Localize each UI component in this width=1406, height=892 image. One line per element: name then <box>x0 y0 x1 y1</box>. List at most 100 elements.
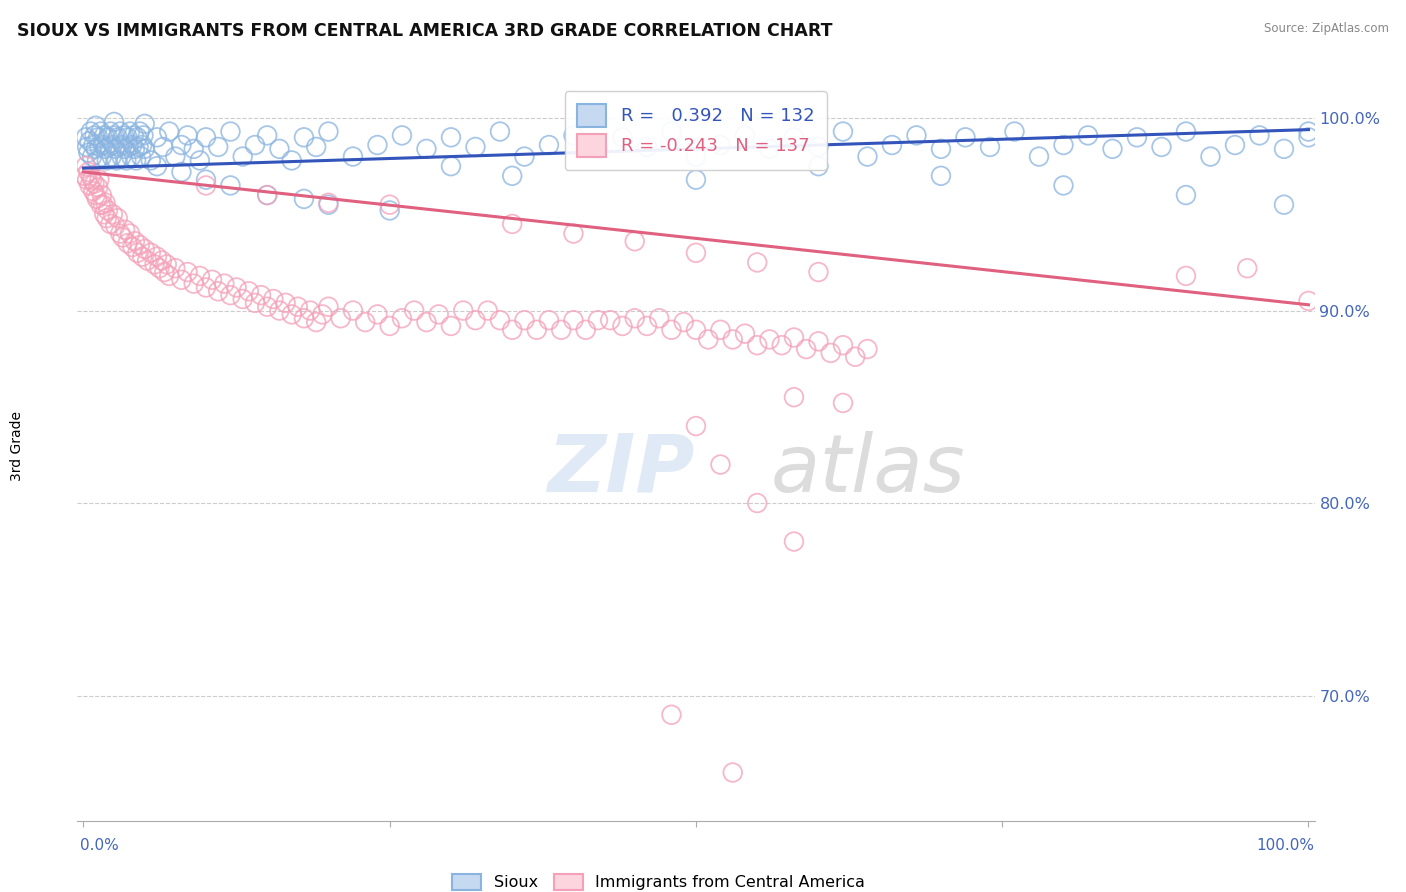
Point <box>1236 261 1258 276</box>
Point <box>929 169 952 183</box>
Point <box>1298 124 1320 138</box>
Point <box>721 333 744 347</box>
Point <box>1004 124 1026 138</box>
Point <box>537 138 560 153</box>
Point <box>292 130 315 145</box>
Point <box>1272 197 1295 211</box>
Point <box>1249 128 1271 143</box>
Point <box>96 153 118 168</box>
Point <box>134 117 156 131</box>
Point <box>129 150 152 164</box>
Point <box>661 124 683 138</box>
Point <box>440 159 463 173</box>
Point <box>77 145 100 160</box>
Point <box>378 197 401 211</box>
Point <box>734 326 756 341</box>
Point <box>238 285 260 299</box>
Point <box>685 323 707 337</box>
Point <box>232 150 254 164</box>
Point <box>107 211 129 226</box>
Point <box>832 338 855 352</box>
Point <box>73 169 96 183</box>
Point <box>170 273 193 287</box>
Point <box>80 169 103 183</box>
Point <box>623 234 645 248</box>
Point <box>354 315 377 329</box>
Point <box>183 142 205 156</box>
Point <box>612 318 634 333</box>
Point <box>807 265 830 279</box>
Point <box>807 159 830 173</box>
Point <box>256 128 278 143</box>
Point <box>636 140 658 154</box>
Point <box>979 140 1001 154</box>
Point <box>108 140 131 154</box>
Point <box>80 150 103 164</box>
Point <box>501 217 523 231</box>
Point <box>124 142 146 156</box>
Point <box>194 280 217 294</box>
Point <box>747 255 769 269</box>
Point <box>153 265 176 279</box>
Point <box>118 227 141 241</box>
Point <box>134 242 156 256</box>
Point <box>84 142 107 156</box>
Point <box>148 261 170 276</box>
Point <box>586 142 609 156</box>
Point <box>125 153 148 168</box>
Point <box>82 138 104 153</box>
Point <box>201 273 224 287</box>
Point <box>501 169 523 183</box>
Text: SIOUX VS IMMIGRANTS FROM CENTRAL AMERICA 3RD GRADE CORRELATION CHART: SIOUX VS IMMIGRANTS FROM CENTRAL AMERICA… <box>17 22 832 40</box>
Point <box>112 128 135 143</box>
Point <box>513 150 536 164</box>
Point <box>219 124 242 138</box>
Text: 100.0%: 100.0% <box>1257 838 1315 854</box>
Point <box>415 142 437 156</box>
Point <box>91 197 114 211</box>
Point <box>709 323 731 337</box>
Point <box>672 315 695 329</box>
Point <box>122 128 145 143</box>
Point <box>747 496 769 510</box>
Point <box>127 245 149 260</box>
Point <box>318 124 340 138</box>
Point <box>132 128 155 143</box>
Point <box>318 197 340 211</box>
Point <box>697 333 720 347</box>
Point <box>262 292 284 306</box>
Point <box>94 142 117 156</box>
Point <box>1028 150 1050 164</box>
Point <box>292 192 315 206</box>
Point <box>832 396 855 410</box>
Point <box>794 342 817 356</box>
Point <box>131 138 153 153</box>
Text: 0.0%: 0.0% <box>80 838 120 854</box>
Point <box>280 307 302 321</box>
Point <box>176 265 198 279</box>
Point <box>103 128 125 143</box>
Point <box>287 300 309 314</box>
Point <box>709 458 731 472</box>
Point <box>136 253 159 268</box>
Point <box>562 227 585 241</box>
Point <box>274 296 297 310</box>
Point <box>86 153 108 168</box>
Point <box>929 142 952 156</box>
Point <box>269 142 291 156</box>
Point <box>108 227 131 241</box>
Point <box>87 130 110 145</box>
Point <box>661 707 683 722</box>
Point <box>100 124 122 138</box>
Point <box>747 338 769 352</box>
Point <box>1223 138 1246 153</box>
Point <box>114 142 136 156</box>
Point <box>111 230 134 244</box>
Point <box>207 140 229 154</box>
Point <box>93 207 115 221</box>
Point <box>156 257 179 271</box>
Point <box>75 159 97 173</box>
Point <box>80 124 103 138</box>
Point <box>101 138 124 153</box>
Point <box>415 315 437 329</box>
